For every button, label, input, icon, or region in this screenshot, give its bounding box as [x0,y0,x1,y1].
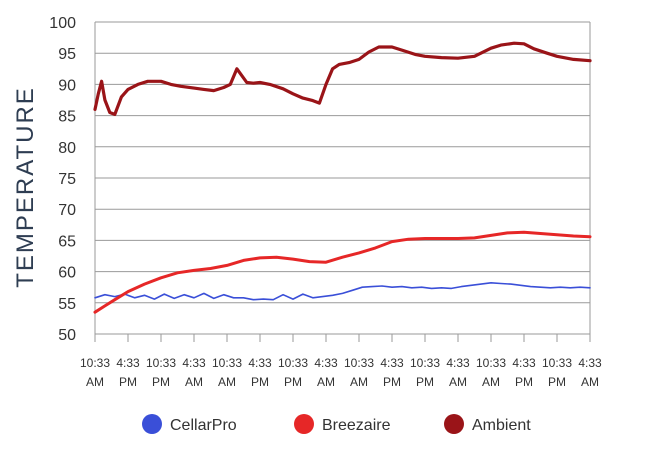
x-tick-label: 10:33 [212,356,242,370]
x-tick-label: 10:33 [344,356,374,370]
x-tick-label: 10:33 [278,356,308,370]
x-axis-ticks: 10:33 AM 4:33 PM 10:33 PM 4:33 AM 10:33 AM 4:33 PM 1… [80,334,602,389]
legend-swatch-breezaire [294,414,314,434]
x-tick-label: AM [185,375,203,389]
legend: CellarPro Breezaire Ambient [142,414,531,434]
x-tick-label: 10:33 [410,356,440,370]
series-line-breezaire [93,230,592,314]
legend-swatch-cellarpro [142,414,162,434]
x-tick-label: AM [350,375,368,389]
x-tick-label: 4:33 [578,356,602,370]
x-tick-label: PM [251,375,269,389]
legend-label: Ambient [472,417,531,434]
legend-swatch-ambient [444,414,464,434]
y-tick-label: 95 [58,46,76,63]
y-tick-label: 65 [58,233,76,250]
grid-lines [94,21,591,335]
series-lines [93,41,592,314]
x-tick-label: AM [581,375,599,389]
x-tick-label: AM [449,375,467,389]
series-line-cellarpro [94,282,591,301]
x-tick-label: AM [317,375,335,389]
x-tick-label: 4:33 [512,356,536,370]
x-tick-label: 10:33 [476,356,506,370]
y-axis-ticks: 50 55 60 65 70 75 80 85 90 95 100 [49,15,76,344]
y-tick-label: 90 [58,77,76,94]
x-tick-label: PM [284,375,302,389]
x-tick-label: 4:33 [380,356,404,370]
y-tick-label: 50 [58,327,76,344]
x-tick-label: PM [416,375,434,389]
series-line-ambient [93,41,592,116]
y-tick-label: 85 [58,109,76,126]
y-tick-label: 70 [58,202,76,219]
x-tick-label: AM [482,375,500,389]
x-tick-label: 4:33 [116,356,140,370]
x-tick-label: PM [548,375,566,389]
y-tick-label: 75 [58,171,76,188]
y-tick-label: 80 [58,140,76,157]
x-tick-label: 4:33 [182,356,206,370]
x-tick-label: AM [218,375,236,389]
y-axis-label: TEMPERATURE [12,86,39,288]
x-tick-label: 4:33 [446,356,470,370]
x-tick-label: 10:33 [542,356,572,370]
y-tick-label: 55 [58,296,76,313]
x-tick-label: PM [383,375,401,389]
legend-label: CellarPro [170,417,237,434]
x-tick-label: 10:33 [146,356,176,370]
x-tick-label: 10:33 [80,356,110,370]
x-tick-label: PM [515,375,533,389]
x-tick-label: AM [86,375,104,389]
x-tick-label: PM [152,375,170,389]
x-tick-label: 4:33 [248,356,272,370]
x-tick-label: 4:33 [314,356,338,370]
x-tick-label: PM [119,375,137,389]
y-tick-label: 60 [58,265,76,282]
legend-label: Breezaire [322,417,391,434]
y-tick-label: 100 [49,15,76,32]
